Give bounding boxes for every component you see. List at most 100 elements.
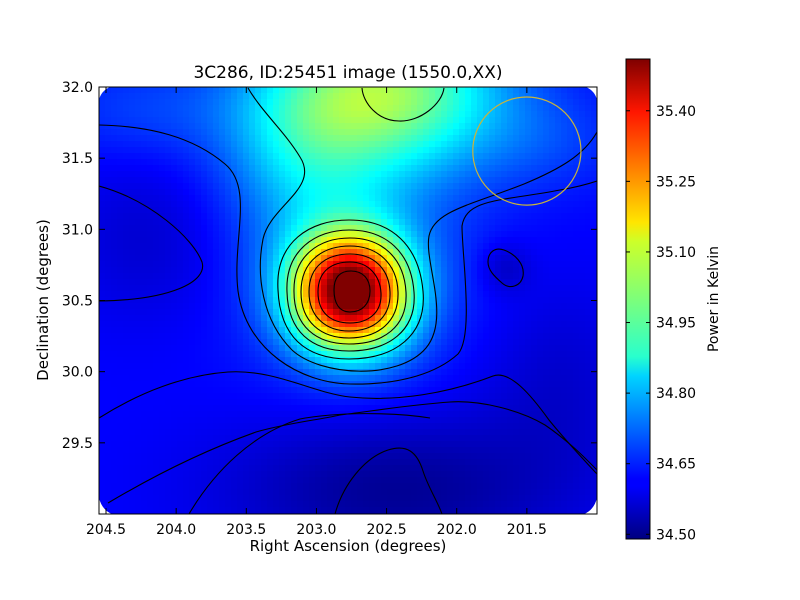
heatmap-cell <box>195 117 202 124</box>
heatmap-cell <box>423 375 430 382</box>
heatmap-cell <box>111 381 118 388</box>
heatmap-cell <box>459 243 466 250</box>
heatmap-cell <box>195 183 202 190</box>
heatmap-cell <box>435 147 442 154</box>
heatmap-cell <box>201 393 208 400</box>
heatmap-cell <box>261 243 268 250</box>
heatmap-cell <box>267 141 274 148</box>
heatmap-cell <box>435 231 442 238</box>
heatmap-cell <box>111 303 118 310</box>
heatmap-cell <box>375 333 382 340</box>
heatmap-cell <box>453 189 460 196</box>
heatmap-cell <box>369 189 376 196</box>
heatmap-cell <box>453 303 460 310</box>
heatmap-cell <box>501 243 508 250</box>
heatmap-cell <box>351 141 358 148</box>
heatmap-cell <box>147 315 154 322</box>
heatmap-cell <box>411 321 418 328</box>
heatmap-cell <box>495 189 502 196</box>
heatmap-cell <box>249 141 256 148</box>
heatmap-cell <box>321 219 328 226</box>
heatmap-cell <box>153 327 160 334</box>
heatmap-cell <box>99 327 106 334</box>
heatmap-cell <box>567 135 574 142</box>
heatmap-cell <box>117 375 124 382</box>
heatmap-cell <box>267 303 274 310</box>
heatmap-cell <box>225 135 232 142</box>
heatmap-cell <box>213 153 220 160</box>
heatmap-cell <box>585 429 592 436</box>
heatmap-cell <box>297 405 304 412</box>
heatmap-cell <box>171 351 178 358</box>
heatmap-cell <box>441 147 448 154</box>
heatmap-cell <box>513 177 520 184</box>
heatmap-cell <box>339 375 346 382</box>
heatmap-cell <box>327 351 334 358</box>
heatmap-cell <box>495 123 502 130</box>
heatmap-cell <box>555 399 562 406</box>
heatmap-cell <box>429 99 436 106</box>
heatmap-cell <box>285 159 292 166</box>
heatmap-cell <box>555 303 562 310</box>
heatmap-cell <box>339 309 346 316</box>
heatmap-cell <box>147 99 154 106</box>
heatmap-cell <box>495 303 502 310</box>
heatmap-cell <box>303 189 310 196</box>
heatmap-cell <box>375 99 382 106</box>
heatmap-cell <box>279 195 286 202</box>
heatmap-cell <box>477 225 484 232</box>
heatmap-cell <box>453 195 460 202</box>
heatmap-cell <box>501 429 508 436</box>
heatmap-cell <box>525 351 532 358</box>
heatmap-cell <box>291 357 298 364</box>
heatmap-cell <box>507 429 514 436</box>
heatmap-cell <box>447 105 454 112</box>
heatmap-cell <box>177 291 184 298</box>
heatmap-cell <box>261 315 268 322</box>
heatmap-cell <box>255 327 262 334</box>
heatmap-cell <box>357 99 364 106</box>
heatmap-cell <box>201 381 208 388</box>
heatmap-cell <box>489 165 496 172</box>
heatmap-cell <box>561 237 568 244</box>
heatmap-cell <box>141 225 148 232</box>
heatmap-cell <box>195 135 202 142</box>
heatmap-cell <box>405 105 412 112</box>
heatmap-cell <box>561 201 568 208</box>
heatmap-cell <box>243 345 250 352</box>
heatmap-cell <box>513 231 520 238</box>
heatmap-cell <box>291 249 298 256</box>
heatmap-cell <box>519 189 526 196</box>
heatmap-cell <box>495 315 502 322</box>
heatmap-cell <box>117 351 124 358</box>
heatmap-cell <box>111 225 118 232</box>
heatmap-cell <box>573 435 580 442</box>
heatmap-cell <box>237 297 244 304</box>
heatmap-cell <box>591 135 597 142</box>
heatmap-cell <box>591 369 597 376</box>
heatmap-cell <box>483 249 490 256</box>
heatmap-cell <box>249 117 256 124</box>
heatmap-cell <box>111 189 118 196</box>
heatmap-cell <box>549 135 556 142</box>
heatmap-cell <box>273 111 280 118</box>
heatmap-cell <box>393 309 400 316</box>
heatmap-cell <box>153 405 160 412</box>
heatmap-cell <box>357 123 364 130</box>
heatmap-cell <box>135 117 142 124</box>
heatmap-cell <box>309 123 316 130</box>
heatmap-cell <box>447 99 454 106</box>
heatmap-cell <box>351 111 358 118</box>
heatmap-cell <box>315 183 322 190</box>
heatmap-cell <box>177 189 184 196</box>
heatmap-cell <box>549 333 556 340</box>
heatmap-cell <box>417 135 424 142</box>
heatmap-cell <box>285 429 292 436</box>
heatmap-cell <box>339 165 346 172</box>
heatmap-cell <box>585 405 592 412</box>
heatmap-cell <box>351 147 358 154</box>
heatmap-cell <box>423 321 430 328</box>
heatmap-cell <box>567 309 574 316</box>
heatmap-cell <box>183 417 190 424</box>
heatmap-cell <box>183 225 190 232</box>
